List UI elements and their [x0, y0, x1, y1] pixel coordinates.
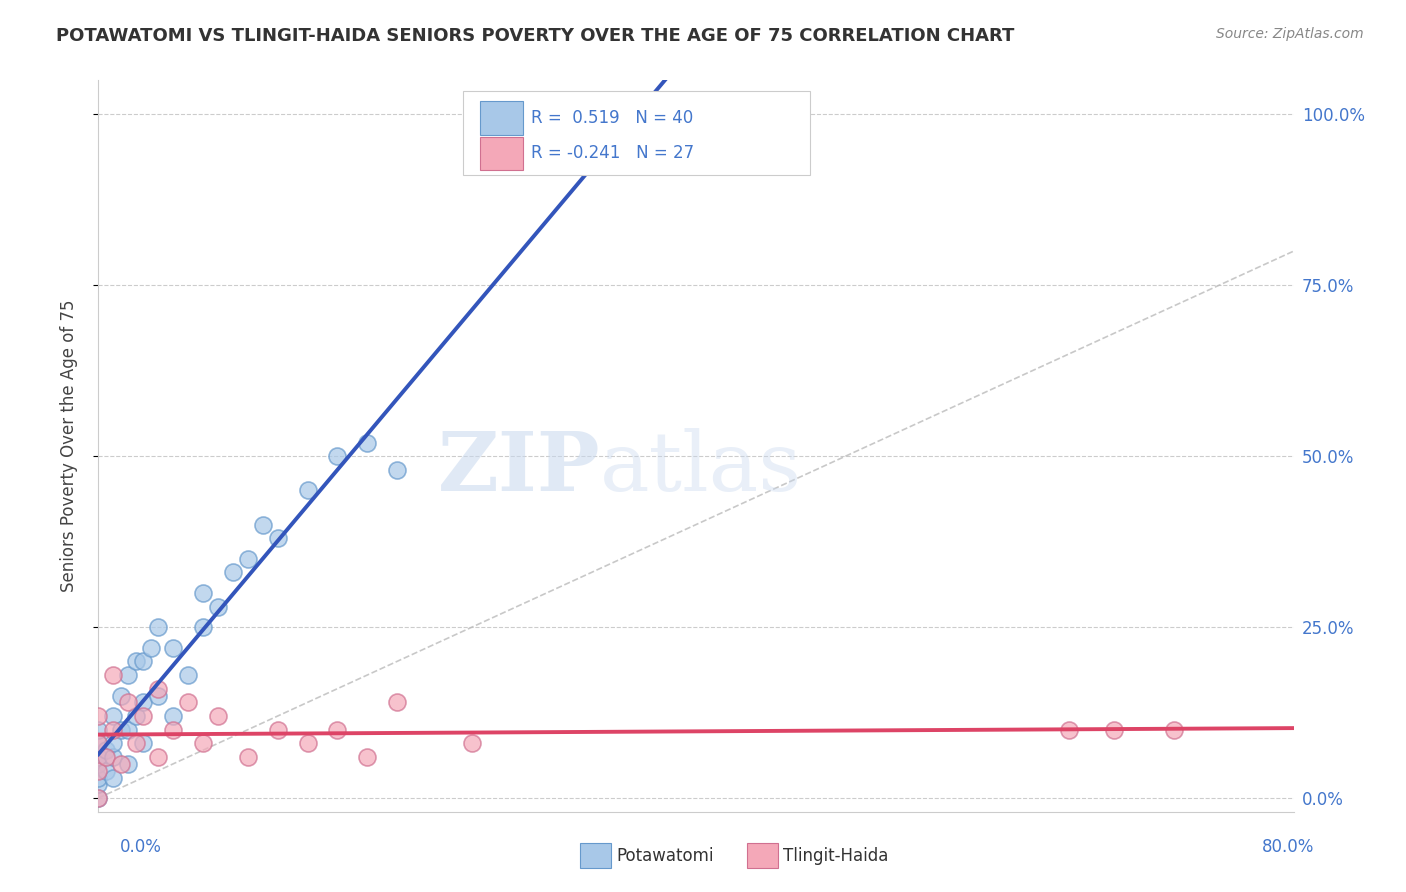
Text: 80.0%: 80.0% — [1263, 838, 1315, 855]
Point — [385, 463, 409, 477]
Text: R = -0.241   N = 27: R = -0.241 N = 27 — [531, 145, 695, 162]
FancyBboxPatch shape — [479, 101, 523, 135]
Point — [87, 709, 110, 723]
Point — [385, 695, 409, 709]
Point — [461, 736, 484, 750]
Text: POTAWATOMI VS TLINGIT-HAIDA SENIORS POVERTY OVER THE AGE OF 75 CORRELATION CHART: POTAWATOMI VS TLINGIT-HAIDA SENIORS POVE… — [56, 27, 1015, 45]
Point — [1059, 723, 1081, 737]
Point — [267, 723, 290, 737]
Point — [177, 668, 200, 682]
Point — [94, 743, 117, 757]
Point — [125, 736, 148, 750]
Point — [191, 586, 214, 600]
Point — [87, 750, 110, 764]
Point — [162, 723, 184, 737]
FancyBboxPatch shape — [479, 136, 523, 170]
Point — [87, 764, 110, 778]
Point — [148, 620, 170, 634]
Point — [191, 620, 214, 634]
Point — [132, 736, 155, 750]
Point — [326, 449, 349, 463]
Point — [117, 668, 139, 682]
Point — [148, 681, 170, 696]
Point — [191, 736, 214, 750]
Point — [87, 791, 110, 805]
Point — [356, 435, 378, 450]
Point — [236, 551, 259, 566]
Point — [110, 723, 132, 737]
Point — [117, 723, 139, 737]
FancyBboxPatch shape — [463, 91, 810, 176]
Point — [162, 709, 184, 723]
Point — [125, 654, 148, 668]
Point — [103, 771, 125, 785]
Text: 0.0%: 0.0% — [120, 838, 162, 855]
Text: ZIP: ZIP — [437, 428, 600, 508]
FancyBboxPatch shape — [581, 843, 612, 868]
Point — [326, 723, 349, 737]
Point — [132, 695, 155, 709]
Point — [87, 777, 110, 791]
Point — [103, 709, 125, 723]
Point — [132, 654, 155, 668]
Point — [207, 599, 229, 614]
Point — [94, 750, 117, 764]
Point — [87, 756, 110, 771]
Text: atlas: atlas — [600, 428, 803, 508]
Point — [162, 640, 184, 655]
Point — [94, 764, 117, 778]
Point — [125, 709, 148, 723]
Point — [148, 689, 170, 703]
Point — [1163, 723, 1185, 737]
Point — [103, 723, 125, 737]
Text: Source: ZipAtlas.com: Source: ZipAtlas.com — [1216, 27, 1364, 41]
Point — [103, 668, 125, 682]
Point — [87, 771, 110, 785]
Point — [103, 736, 125, 750]
Point — [110, 756, 132, 771]
Point — [1104, 723, 1126, 737]
Y-axis label: Seniors Poverty Over the Age of 75: Seniors Poverty Over the Age of 75 — [59, 300, 77, 592]
Point — [87, 736, 110, 750]
Point — [117, 756, 139, 771]
Point — [236, 750, 259, 764]
Text: Potawatomi: Potawatomi — [616, 847, 713, 864]
Point — [87, 723, 110, 737]
Point — [103, 750, 125, 764]
Point — [148, 750, 170, 764]
Point — [132, 709, 155, 723]
Point — [110, 689, 132, 703]
Text: Tlingit-Haida: Tlingit-Haida — [783, 847, 889, 864]
Point — [117, 695, 139, 709]
Point — [356, 750, 378, 764]
Point — [177, 695, 200, 709]
Text: R =  0.519   N = 40: R = 0.519 N = 40 — [531, 109, 693, 127]
FancyBboxPatch shape — [748, 843, 779, 868]
Point — [87, 791, 110, 805]
Point — [87, 736, 110, 750]
Point — [252, 517, 274, 532]
Point — [297, 736, 319, 750]
Point — [297, 483, 319, 498]
Point — [267, 531, 290, 545]
Point — [207, 709, 229, 723]
Point — [222, 566, 245, 580]
Point — [139, 640, 162, 655]
